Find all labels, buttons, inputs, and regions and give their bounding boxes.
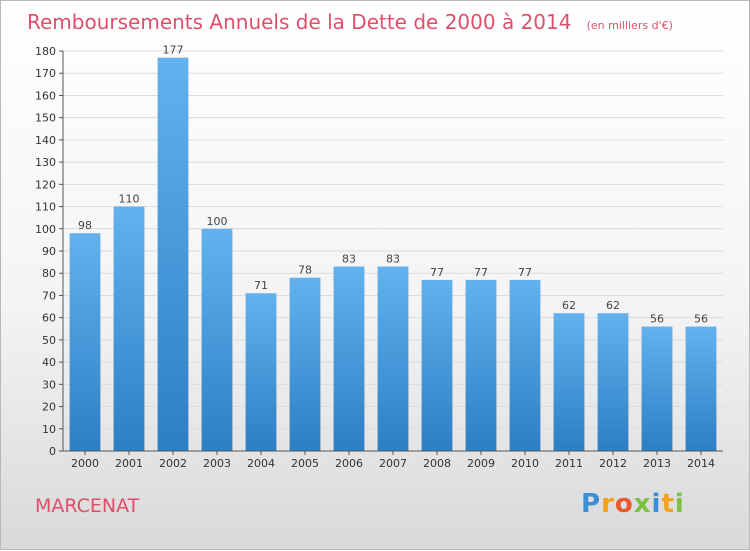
y-tick-label: 40 — [42, 356, 56, 369]
y-tick-label: 90 — [42, 245, 56, 258]
bar — [201, 228, 233, 451]
x-tick-label: 2002 — [159, 457, 187, 470]
y-tick-label: 0 — [49, 445, 56, 458]
y-tick-label: 70 — [42, 289, 56, 302]
x-tick-label: 2011 — [555, 457, 583, 470]
bar — [113, 206, 145, 451]
x-tick-label: 2005 — [291, 457, 319, 470]
x-tick-label: 2000 — [71, 457, 99, 470]
x-tick-label: 2007 — [379, 457, 407, 470]
y-tick-label: 80 — [42, 267, 56, 280]
bar-value-label: 62 — [606, 299, 620, 312]
bar — [685, 326, 717, 451]
x-tick-label: 2001 — [115, 457, 143, 470]
x-tick-label: 2004 — [247, 457, 275, 470]
x-tick-label: 2008 — [423, 457, 451, 470]
bar-value-label: 83 — [342, 253, 356, 266]
bar — [509, 279, 541, 451]
brand-logo-letter: P — [581, 489, 602, 519]
x-tick-label: 2009 — [467, 457, 495, 470]
bar — [69, 233, 101, 451]
axes: 0 10 20 30 40 50 60 70 80 90 100 110 120 130 140 150 160… — [35, 45, 723, 470]
bar — [157, 57, 189, 452]
bar-value-label: 100 — [207, 215, 228, 228]
bar-value-label: 71 — [254, 279, 268, 292]
x-tick-label: 2014 — [687, 457, 715, 470]
bar — [553, 313, 585, 451]
y-tick-label: 180 — [35, 45, 56, 58]
bar — [421, 279, 453, 451]
place-name: MARCENAT — [35, 495, 140, 517]
y-tick-label: 140 — [35, 134, 56, 147]
bar-value-label: 177 — [163, 44, 184, 57]
bar-value-label: 77 — [474, 266, 488, 279]
bar-value-label: 56 — [694, 313, 708, 326]
y-tick-label: 150 — [35, 112, 56, 125]
y-tick-label: 160 — [35, 89, 56, 102]
bar-value-label: 56 — [650, 313, 664, 326]
x-tick-label: 2006 — [335, 457, 363, 470]
y-tick-label: 10 — [42, 423, 56, 436]
x-tick-label: 2013 — [643, 457, 671, 470]
brand-logo: Proxiti — [581, 489, 685, 519]
brand-logo-letter: i — [651, 489, 662, 519]
brand-logo-letter: i — [674, 489, 685, 519]
brand-logo-letter: o — [614, 489, 634, 519]
y-tick-label: 110 — [35, 201, 56, 214]
y-tick-label: 100 — [35, 223, 56, 236]
bar-value-label: 77 — [518, 266, 532, 279]
bar-value-label: 78 — [298, 264, 312, 277]
y-tick-label: 50 — [42, 334, 56, 347]
x-tick-label: 2003 — [203, 457, 231, 470]
bar — [465, 279, 497, 451]
bar-value-label: 83 — [386, 253, 400, 266]
y-tick-label: 120 — [35, 178, 56, 191]
y-tick-label: 130 — [35, 156, 56, 169]
y-tick-label: 60 — [42, 312, 56, 325]
x-tick-label: 2012 — [599, 457, 627, 470]
brand-logo-letter: r — [601, 489, 615, 519]
y-tick-label: 20 — [42, 401, 56, 414]
bar-value-label: 62 — [562, 299, 576, 312]
bar-value-label: 98 — [78, 219, 92, 232]
bar — [289, 277, 321, 451]
bar — [333, 266, 365, 451]
x-tick-label: 2010 — [511, 457, 539, 470]
brand-logo-letter: x — [633, 489, 652, 519]
chart-title: Remboursements Annuels de la Dette de 20… — [27, 10, 673, 34]
bar — [245, 293, 277, 451]
bar — [641, 326, 673, 451]
brand-logo-letter: t — [661, 489, 675, 519]
y-tick-label: 170 — [35, 67, 56, 80]
bar-value-label: 77 — [430, 266, 444, 279]
y-tick-label: 30 — [42, 378, 56, 391]
bar — [377, 266, 409, 451]
bar — [597, 313, 629, 451]
bar-value-label: 110 — [119, 193, 140, 206]
bars: 98 110 177 100 71 78 83 83 77 77 77 62 62 56 56 — [69, 44, 717, 452]
